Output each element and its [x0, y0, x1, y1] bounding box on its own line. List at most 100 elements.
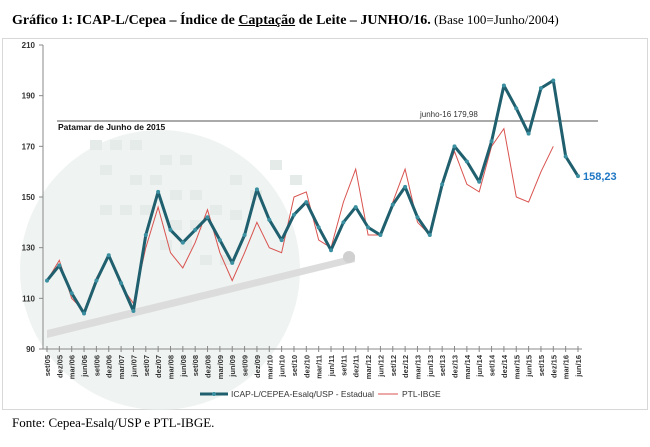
data-point-icap — [156, 189, 161, 194]
data-point-icap — [267, 217, 272, 222]
data-point-icap — [477, 179, 482, 184]
data-point-icap — [464, 159, 469, 164]
y-tick-label: 90 — [26, 345, 35, 354]
data-point-icap — [254, 187, 259, 192]
background-decoration — [20, 130, 355, 410]
y-tick-label: 190 — [22, 92, 36, 101]
x-tick-label: mar/09 — [216, 355, 225, 379]
x-tick-label: dez/06 — [105, 355, 114, 378]
data-point-icap — [341, 220, 346, 225]
last-value-label: 158,23 — [583, 171, 617, 183]
x-tick-label: jun/14 — [475, 354, 484, 378]
legend-label-icap: ICAP-L/CEPEA-Esalq/USP - Estadual — [231, 389, 374, 399]
data-point-icap — [205, 215, 210, 220]
legend-marker-icap — [212, 392, 216, 396]
x-tick-label: jun/10 — [278, 355, 287, 378]
data-point-icap — [316, 225, 321, 230]
data-point-icap — [440, 182, 445, 187]
background-square — [180, 240, 192, 250]
x-tick-label: dez/11 — [352, 355, 361, 378]
data-point-icap — [415, 215, 420, 220]
background-square — [110, 140, 122, 150]
data-point-icap — [403, 184, 408, 189]
chart-title: Gráfico 1: ICAP-L/Cepea – Índice de Capt… — [12, 12, 559, 29]
data-point-icap — [576, 174, 580, 179]
x-tick-label: mar/12 — [364, 355, 373, 379]
background-square — [210, 205, 222, 215]
data-point-icap — [119, 281, 124, 286]
data-point-icap — [390, 202, 395, 207]
x-tick-label: set/12 — [389, 355, 398, 376]
background-swoosh — [47, 255, 355, 338]
x-tick-label: mar/16 — [562, 355, 571, 379]
x-tick-label: dez/09 — [253, 355, 262, 378]
x-tick-label: set/13 — [438, 355, 447, 376]
background-square — [230, 210, 242, 220]
data-point-icap — [353, 205, 358, 210]
data-point-icap — [168, 227, 173, 232]
background-square — [290, 175, 302, 185]
chart-frame — [2, 38, 648, 410]
data-point-icap — [378, 233, 383, 237]
data-point-icap — [69, 291, 74, 296]
data-point-icap — [131, 309, 136, 313]
series-line-ptl-ibge — [46, 127, 554, 312]
x-tick-label: dez/08 — [204, 355, 213, 378]
data-point-icap — [242, 233, 247, 237]
x-tick-label: jun/16 — [574, 355, 583, 378]
data-point-icap — [143, 233, 148, 237]
x-tick-label: set/05 — [43, 355, 52, 376]
x-tick-label: jun/11 — [327, 355, 336, 377]
background-square — [90, 140, 102, 150]
y-tick-label: 210 — [22, 41, 36, 50]
background-square — [160, 155, 172, 165]
data-point-icap — [45, 278, 49, 283]
annotation-label: Patamar de Junho de 2015 — [58, 122, 166, 132]
data-point-icap — [501, 83, 506, 88]
data-point-icap — [291, 212, 296, 217]
data-point-icap — [489, 139, 494, 144]
background-square — [130, 175, 142, 185]
background-square — [180, 155, 192, 165]
data-point-icap — [329, 248, 334, 253]
background-square — [100, 165, 112, 175]
data-point-icap — [180, 240, 185, 245]
data-point-icap — [106, 253, 111, 258]
x-tick-label: dez/13 — [451, 355, 460, 378]
x-tick-label: set/06 — [92, 355, 101, 376]
x-tick-label: set/07 — [142, 355, 151, 376]
background-square — [170, 220, 182, 230]
data-point-icap — [230, 260, 235, 265]
y-tick-label: 110 — [22, 294, 35, 303]
x-tick-label: mar/08 — [166, 355, 175, 379]
x-tick-label: jun/06 — [80, 355, 89, 378]
legend: ICAP-L/CEPEA-Esalq/USP - Estadual PTL-IBG… — [200, 389, 441, 399]
y-tick-label: 130 — [22, 244, 36, 253]
x-tick-label: jun/08 — [179, 355, 188, 378]
x-tick-label: dez/07 — [154, 355, 163, 378]
data-point-icap — [193, 227, 198, 232]
background-square — [130, 140, 142, 150]
background-square — [190, 220, 202, 230]
x-tick-label: mar/11 — [315, 355, 324, 379]
background-square — [140, 205, 152, 215]
data-point-icap — [538, 86, 543, 91]
background-circle — [20, 130, 300, 410]
title-base: (Base 100=Junho/2004) — [430, 12, 559, 27]
x-tick-label: set/08 — [191, 355, 200, 376]
x-tick-label: mar/10 — [265, 355, 274, 379]
data-point-icap — [82, 311, 87, 316]
background-square — [270, 160, 282, 170]
data-point-icap — [452, 144, 457, 149]
x-tick-label: jun/07 — [129, 355, 138, 378]
background-square — [170, 190, 182, 200]
source-footer: Fonte: Cepea-Esalq/USP e PTL-IBGE. — [12, 415, 215, 430]
x-tick-label: jun/12 — [376, 355, 385, 378]
x-tick-label: set/10 — [290, 355, 299, 376]
x-tick-label: dez/05 — [55, 355, 64, 378]
background-square — [200, 255, 212, 265]
title-rest: de Leite – JUNHO/16. — [295, 13, 431, 28]
x-tick-label: jun/13 — [426, 355, 435, 378]
x-tick-label: jun/15 — [525, 355, 534, 378]
x-tick-label: set/11 — [339, 355, 348, 376]
